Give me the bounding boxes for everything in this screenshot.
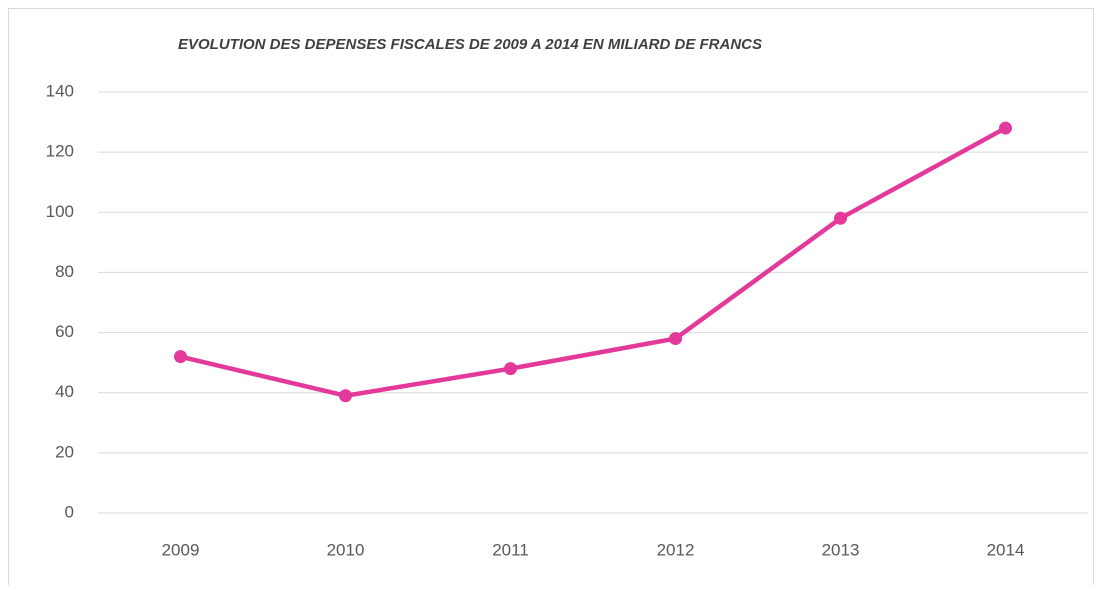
chart-title: EVOLUTION DES DEPENSES FISCALES DE 2009 … — [178, 36, 762, 53]
data-point — [504, 362, 517, 376]
x-tick-label: 2014 — [987, 540, 1025, 559]
x-tick-label: 2012 — [657, 540, 695, 559]
y-tick-label: 0 — [65, 502, 74, 521]
x-tick-label: 2010 — [327, 540, 365, 559]
y-tick-label: 80 — [55, 262, 74, 281]
data-point — [999, 121, 1012, 135]
y-tick-label: 60 — [55, 322, 74, 341]
data-point — [669, 332, 682, 346]
y-tick-label: 140 — [46, 81, 74, 100]
data-point — [834, 211, 847, 225]
data-point — [174, 350, 187, 364]
y-tick-label: 20 — [55, 442, 74, 461]
x-tick-label: 2009 — [162, 540, 200, 559]
x-tick-label: 2013 — [822, 540, 860, 559]
data-line — [179, 126, 1007, 398]
y-tick-label: 120 — [46, 142, 74, 161]
y-tick-label: 100 — [46, 202, 74, 221]
data-point — [339, 389, 352, 403]
chart-frame — [8, 8, 1094, 589]
y-tick-label: 40 — [55, 382, 74, 401]
x-tick-label: 2011 — [492, 540, 529, 559]
